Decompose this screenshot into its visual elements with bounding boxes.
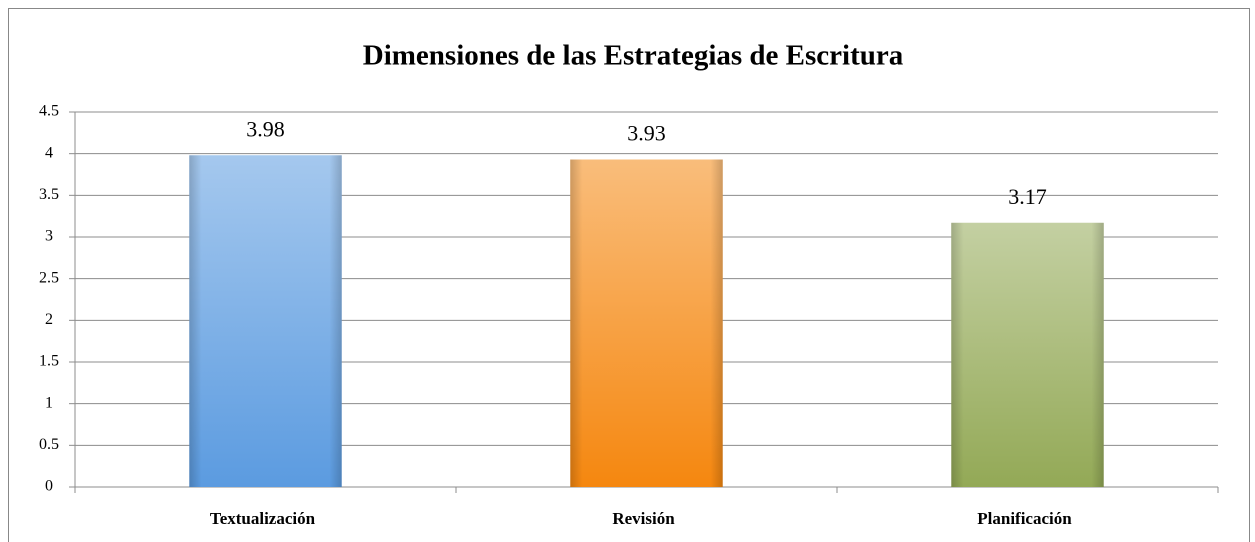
y-tick-label: 4 — [45, 144, 53, 161]
y-tick-label: 0.5 — [39, 436, 59, 453]
y-tick-label: 1 — [45, 394, 53, 411]
bar-edge — [189, 155, 342, 488]
data-label: 3.93 — [627, 121, 666, 146]
data-label: 3.17 — [1008, 184, 1047, 209]
y-tick-label: 4.5 — [39, 103, 59, 120]
x-tick-label: Textualización — [210, 509, 316, 528]
x-tick-label: Revisión — [612, 509, 675, 528]
y-tick-label: 2.5 — [39, 269, 59, 286]
y-tick-label: 0 — [45, 478, 53, 495]
bar-edge — [570, 159, 723, 487]
chart-title: Dimensiones de las Estrategias de Escrit… — [363, 40, 904, 72]
y-tick-label: 2 — [45, 311, 53, 328]
y-tick-label: 3 — [45, 228, 53, 245]
y-tick-label: 1.5 — [39, 353, 59, 370]
bar-edge — [951, 222, 1104, 488]
y-tick-label: 3.5 — [39, 186, 59, 203]
data-label: 3.98 — [246, 116, 285, 141]
x-tick-label: Planificación — [977, 509, 1072, 528]
